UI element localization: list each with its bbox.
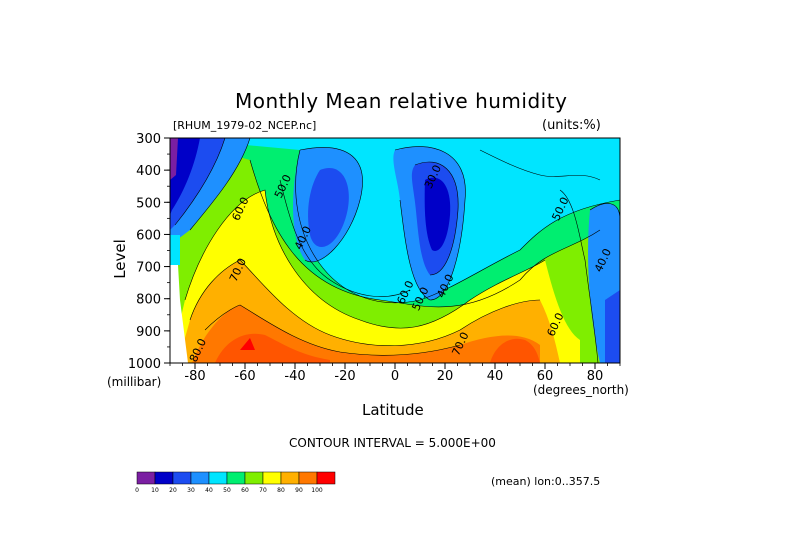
y-axis-unit: (millibar) bbox=[107, 375, 162, 389]
x-tick-label: 40 bbox=[487, 369, 504, 384]
contour-line bbox=[204, 304, 461, 356]
contour-band bbox=[490, 338, 540, 363]
x-axis-unit: (degrees_north) bbox=[533, 383, 629, 397]
colorbar-swatch bbox=[280, 471, 300, 485]
contour-band bbox=[424, 177, 451, 251]
y-tick-label: 700 bbox=[136, 261, 161, 276]
contour-line bbox=[174, 138, 226, 226]
contour-band bbox=[240, 338, 255, 350]
contour-line bbox=[189, 259, 541, 346]
colorbar-tick-label: 10 bbox=[151, 487, 159, 494]
contour-band bbox=[170, 235, 180, 265]
colorbar-swatch bbox=[190, 471, 210, 485]
contour-lines bbox=[174, 138, 620, 363]
contour-interval-text: CONTOUR INTERVAL = 5.000E+00 bbox=[289, 436, 496, 450]
contour-line bbox=[559, 189, 599, 363]
contour-line bbox=[249, 159, 601, 308]
y-tick-label: 500 bbox=[136, 196, 161, 211]
x-tick-label: -40 bbox=[284, 369, 305, 384]
colorbar-tick-label: 90 bbox=[295, 487, 303, 494]
colorbar-tick-label: 60 bbox=[241, 487, 249, 494]
contour-line bbox=[279, 179, 411, 297]
units-label: (units:%) bbox=[542, 118, 601, 133]
colorbar-swatch bbox=[172, 471, 192, 485]
x-tick-label: 0 bbox=[391, 369, 399, 384]
x-tick-label: -20 bbox=[334, 369, 355, 384]
y-ticks: 300 400 500 600 700 800 900 1000 bbox=[128, 132, 170, 372]
colorbar-tick-label: 40 bbox=[205, 487, 213, 494]
colorbar-tick-label: 50 bbox=[223, 487, 231, 494]
y-tick-label: 600 bbox=[136, 228, 161, 243]
y-tick-label: 300 bbox=[136, 132, 161, 147]
colorbar-swatch bbox=[226, 471, 246, 485]
x-tick-label: 60 bbox=[537, 369, 554, 384]
contour-fills bbox=[170, 138, 620, 363]
contour-line bbox=[479, 149, 601, 181]
colorbar-tick-label: 70 bbox=[259, 487, 267, 494]
contour-labels: 30.040.040.040.050.050.050.060.060.060.0… bbox=[187, 163, 614, 364]
x-tick-label: 80 bbox=[587, 369, 604, 384]
colorbar-tick-label: 80 bbox=[277, 487, 285, 494]
y-tick-label: 900 bbox=[136, 325, 161, 340]
contour-line bbox=[295, 149, 620, 303]
colorbar-tick-label: 0 bbox=[135, 487, 139, 494]
mean-text: (mean) lon:0..357.5 bbox=[491, 475, 601, 488]
chart-title: Monthly Mean relative humidity bbox=[235, 89, 568, 113]
x-tick-label: -60 bbox=[234, 369, 255, 384]
x-tick-label: 20 bbox=[437, 369, 454, 384]
colorbar-tick-label: 100 bbox=[311, 487, 323, 494]
colorbar-tick-label: 20 bbox=[169, 487, 177, 494]
contour-line bbox=[184, 189, 546, 329]
contour-band bbox=[170, 138, 178, 180]
contour-band bbox=[170, 265, 188, 363]
contour-band bbox=[605, 290, 620, 363]
dataset-label: [RHUM_1979-02_NCEP.nc] bbox=[173, 119, 317, 132]
contour-band bbox=[170, 138, 200, 215]
x-axis-label: Latitude bbox=[362, 401, 424, 419]
y-tick-label: 1000 bbox=[128, 357, 161, 372]
x-tick-label: -80 bbox=[184, 369, 205, 384]
x-ticks: -80 -60 -40 -20 0 20 40 60 80 bbox=[169, 363, 621, 384]
colorbar-swatch bbox=[154, 471, 174, 485]
colorbar-swatch bbox=[298, 471, 318, 485]
contour-band bbox=[308, 168, 349, 247]
colorbar-swatch bbox=[136, 471, 156, 485]
contour-line bbox=[189, 138, 251, 231]
colorbar-swatch bbox=[244, 471, 264, 485]
y-tick-label: 400 bbox=[136, 164, 161, 179]
colorbar-swatch bbox=[316, 471, 336, 485]
colorbar-swatch bbox=[262, 471, 282, 485]
contour-line bbox=[299, 147, 363, 263]
colorbar: 0 10 20 30 40 50 60 70 80 90 100 bbox=[135, 471, 336, 494]
contour-line bbox=[394, 146, 466, 301]
contour-band bbox=[215, 333, 330, 363]
colorbar-tick-label: 30 bbox=[187, 487, 195, 494]
colorbar-swatch bbox=[208, 471, 228, 485]
contour-line bbox=[414, 161, 459, 276]
y-tick-label: 800 bbox=[136, 293, 161, 308]
